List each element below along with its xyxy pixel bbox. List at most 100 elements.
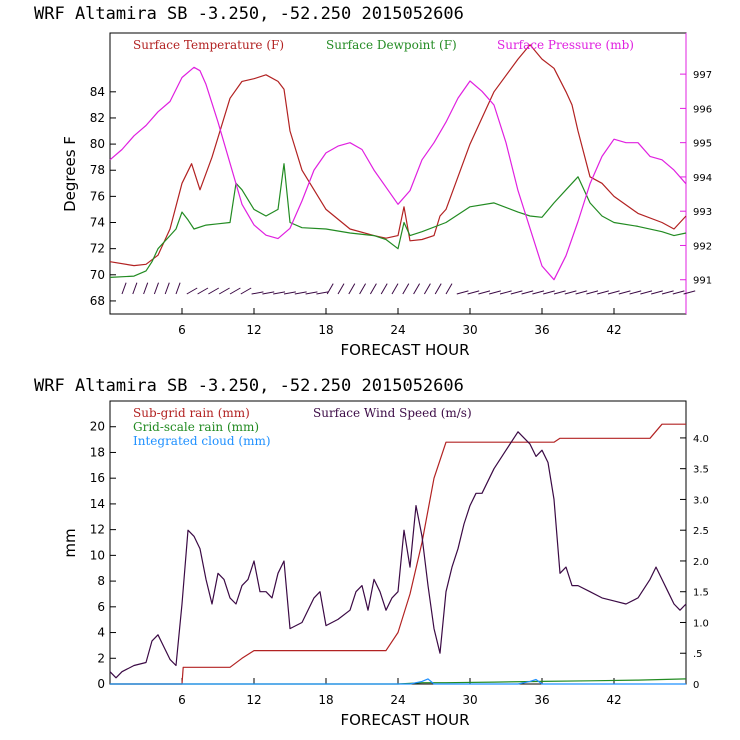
y-tick-label: 18 xyxy=(90,445,105,459)
x-tick-label: 6 xyxy=(178,693,186,707)
wind-barb xyxy=(629,290,642,295)
wind-barb xyxy=(607,290,620,295)
top-ylabel: Degrees F xyxy=(61,136,79,212)
wind-barb xyxy=(434,283,442,295)
x-tick-label: 6 xyxy=(178,323,186,337)
wind-barb xyxy=(597,290,609,295)
wind-barb xyxy=(499,290,512,295)
y2-tick-label: 991 xyxy=(693,276,712,287)
wind-barb xyxy=(316,291,329,295)
wind-barb xyxy=(651,290,663,295)
wind-barb xyxy=(543,290,555,295)
y-tick-label: 8 xyxy=(97,574,105,588)
y2-tick-label: 996 xyxy=(693,104,712,115)
wind-barb xyxy=(521,290,534,295)
series-line-1 xyxy=(109,163,687,278)
wind-barb xyxy=(586,290,599,295)
wind-barb xyxy=(283,291,296,295)
wind-barb xyxy=(337,283,345,295)
wind-barb xyxy=(348,283,356,295)
y-tick-label: 70 xyxy=(90,268,105,282)
y2-tick-label: 992 xyxy=(693,241,712,252)
y2-tick-label: 0 xyxy=(693,680,699,691)
wind-barb xyxy=(618,290,631,295)
x-tick-label: 42 xyxy=(606,323,621,337)
y-tick-label: 74 xyxy=(90,216,105,230)
y-tick-label: 0 xyxy=(97,677,105,691)
y-tick-label: 10 xyxy=(90,548,105,562)
y2-tick-label: 2.5 xyxy=(693,526,709,537)
wind-barb xyxy=(262,291,275,295)
wind-barb xyxy=(402,283,410,295)
y-tick-label: 82 xyxy=(90,111,105,125)
y-tick-label: 4 xyxy=(97,626,105,640)
x-tick-label: 24 xyxy=(390,323,405,337)
x-tick-label: 36 xyxy=(534,693,549,707)
series-line-0 xyxy=(109,44,687,267)
legend-gridscale-rain: Grid-scale rain (mm) xyxy=(133,420,259,434)
y-tick-label: 68 xyxy=(90,294,105,308)
y2-tick-label: 4.0 xyxy=(693,434,709,445)
x-tick-label: 36 xyxy=(534,323,549,337)
series-line-0 xyxy=(110,423,686,685)
x-tick-label: 24 xyxy=(390,693,405,707)
wind-barb xyxy=(532,290,545,295)
top-chart-title: WRF Altamira SB -3.250, -52.250 20150526… xyxy=(34,4,464,24)
y-tick-label: 78 xyxy=(90,163,105,177)
series-line-2 xyxy=(109,66,687,281)
legend-subgrid-rain: Sub-grid rain (mm) xyxy=(133,406,250,420)
wind-barb xyxy=(218,287,230,295)
legend-integrated-cloud: Integrated cloud (mm) xyxy=(133,434,271,448)
wind-barb xyxy=(445,283,453,295)
y2-tick-label: 997 xyxy=(693,70,712,81)
x-tick-label: 18 xyxy=(318,323,333,337)
wind-barb xyxy=(305,291,318,295)
wind-barb xyxy=(294,291,307,295)
x-tick-label: 12 xyxy=(246,323,261,337)
y-tick-label: 20 xyxy=(90,420,105,434)
wind-barb xyxy=(391,283,399,295)
y-tick-label: 76 xyxy=(90,189,105,203)
y-tick-label: 2 xyxy=(97,651,105,665)
wind-barb xyxy=(510,290,523,295)
y2-tick-label: 994 xyxy=(693,173,712,184)
wind-barb xyxy=(553,290,566,295)
top-plot-frame xyxy=(109,32,687,315)
wind-barb xyxy=(186,287,198,295)
wind-barb xyxy=(456,290,469,295)
wind-barb xyxy=(240,287,252,295)
wind-barb xyxy=(153,282,159,295)
y-tick-label: 16 xyxy=(90,471,105,485)
y-tick-label: 6 xyxy=(97,600,105,614)
wind-barb xyxy=(413,283,421,295)
wind-barb xyxy=(326,283,334,295)
wind-barb xyxy=(683,290,696,295)
wind-barb xyxy=(369,283,377,295)
legend-pressure: Surface Pressure (mb) xyxy=(497,38,634,52)
wind-barb xyxy=(229,287,241,295)
series-line-2 xyxy=(110,678,686,685)
x-tick-label: 30 xyxy=(462,323,477,337)
wind-barb xyxy=(197,287,209,295)
legend-wind-speed: Surface Wind Speed (m/s) xyxy=(313,406,472,420)
wind-barb xyxy=(143,282,149,295)
y2-tick-label: 993 xyxy=(693,207,712,218)
wind-barb xyxy=(489,290,501,295)
x-tick-label: 18 xyxy=(318,693,333,707)
wind-barbs xyxy=(121,282,696,295)
wind-barb xyxy=(121,282,127,295)
bottom-panel: WRF Altamira SB -3.250, -52.250 20150526… xyxy=(34,376,709,729)
series-line-1 xyxy=(110,678,687,685)
wind-barb xyxy=(251,291,264,295)
wind-barb xyxy=(478,290,491,295)
x-tick-label: 42 xyxy=(606,693,621,707)
wind-barb xyxy=(640,290,653,295)
wind-barb xyxy=(661,290,674,295)
wind-barb xyxy=(273,291,286,295)
top-panel: WRF Altamira SB -3.250, -52.250 20150526… xyxy=(34,4,712,359)
wind-barb xyxy=(380,283,388,295)
wind-barb xyxy=(208,287,220,295)
y-tick-label: 72 xyxy=(90,242,105,256)
y2-tick-label: 2.0 xyxy=(693,557,709,568)
